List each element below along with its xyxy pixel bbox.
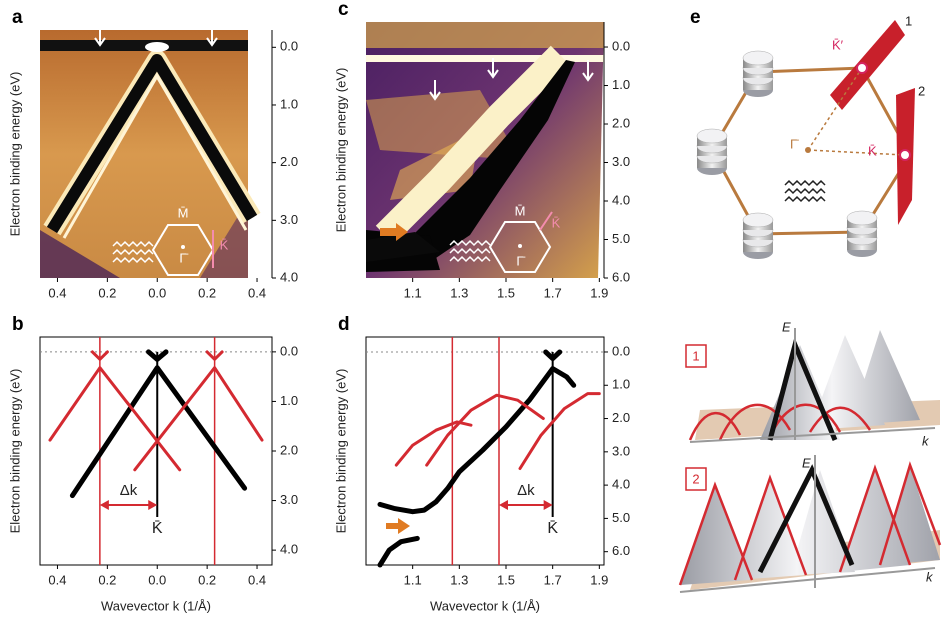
k-label: K̄ <box>868 143 877 158</box>
x-tick-label: 0.0 <box>148 572 166 587</box>
y-tick-label: 5.0 <box>612 231 630 246</box>
inset-label: M̄ <box>178 205 189 220</box>
panel-letter: a <box>12 7 23 28</box>
y-tick-label: 1.0 <box>280 393 298 408</box>
y-tick-label: 3.0 <box>280 492 298 507</box>
energy-axis-label: E <box>782 319 791 334</box>
delta-k-label: Δk <box>517 482 535 499</box>
y-tick-label: 1.0 <box>612 377 630 392</box>
x-tick-label: 1.7 <box>544 285 562 300</box>
x-tick-label: 1.3 <box>450 285 468 300</box>
x-tick-label: 1.1 <box>404 572 422 587</box>
y-tick-label: 0.0 <box>612 38 630 53</box>
x-tick-label: 0.4 <box>48 285 66 300</box>
cone-panel-label: 2 <box>692 471 699 486</box>
plane-label: 1 <box>905 13 912 28</box>
x-tick-label: 1.9 <box>590 285 608 300</box>
panel-letter: e <box>690 7 701 28</box>
plane-label: 2 <box>918 83 925 98</box>
x-tick-label: 0.2 <box>198 285 216 300</box>
x-axis-label: Wavevector k (1/Å) <box>101 598 211 613</box>
y-tick-label: 2.0 <box>612 410 630 425</box>
y-tick-label: 6.0 <box>612 543 630 558</box>
y-tick-label: 2.0 <box>280 442 298 457</box>
energy-axis-label: E <box>802 455 811 470</box>
inset-label: M̄ <box>515 203 526 218</box>
x-tick-label: 1.5 <box>497 572 515 587</box>
k-point-label: K̄ <box>152 520 163 537</box>
y-axis-label: Electron binding energy (eV) <box>7 72 22 237</box>
y-tick-label: 5.0 <box>612 510 630 525</box>
figure: e K̄′ 1 2 Γ̄ K̄ 1 E k 2 E k a Electron bi… <box>0 0 942 643</box>
x-tick-label: 1.3 <box>450 572 468 587</box>
arrow-head <box>148 500 157 510</box>
panel-letter: d <box>338 314 350 335</box>
band-line <box>380 538 417 565</box>
k-axis-label: k <box>926 569 934 584</box>
x-tick-label: 0.4 <box>248 285 266 300</box>
y-tick-label: 0.0 <box>612 343 630 358</box>
y-axis-label: Electron binding energy (eV) <box>333 369 348 534</box>
y-tick-label: 1.0 <box>612 77 630 92</box>
panel-letter: b <box>12 314 24 335</box>
y-tick-label: 4.0 <box>280 269 298 284</box>
panel-letter: c <box>338 0 349 20</box>
k-axis-label: k <box>922 433 930 448</box>
x-axis-label: Wavevector k (1/Å) <box>430 598 540 613</box>
inset-label: K̄ <box>220 237 229 252</box>
band-line <box>427 395 544 465</box>
band-line <box>72 368 244 496</box>
arrow-head <box>544 500 553 510</box>
x-tick-label: 0.2 <box>198 572 216 587</box>
y-tick-label: 2.0 <box>612 115 630 130</box>
y-tick-label: 4.0 <box>612 477 630 492</box>
y-tick-label: 0.0 <box>280 343 298 358</box>
y-tick-label: 2.0 <box>280 154 298 169</box>
gamma-label: Γ̄ <box>790 136 799 151</box>
y-tick-label: 3.0 <box>280 212 298 227</box>
delta-k-label: Δk <box>120 482 138 499</box>
band-line <box>520 394 599 469</box>
band-line <box>380 369 574 512</box>
inset-label: K̄ <box>552 215 561 230</box>
band-line <box>50 368 180 470</box>
x-tick-label: 0.0 <box>148 285 166 300</box>
y-tick-label: 1.0 <box>280 96 298 111</box>
y-tick-label: 0.0 <box>280 39 298 54</box>
x-tick-label: 1.5 <box>497 285 515 300</box>
arrow-head <box>100 500 109 510</box>
band-line <box>396 422 471 465</box>
spectrum-image-c <box>366 22 604 278</box>
y-tick-label: 6.0 <box>612 269 630 284</box>
k-prime-label: K̄′ <box>832 37 844 52</box>
x-tick-label: 0.2 <box>98 572 116 587</box>
x-tick-label: 1.9 <box>590 572 608 587</box>
x-tick-label: 1.7 <box>544 572 562 587</box>
x-tick-label: 1.1 <box>404 285 422 300</box>
y-axis-label: Electron binding energy (eV) <box>7 369 22 534</box>
x-tick-label: 0.2 <box>98 285 116 300</box>
band-line <box>135 368 262 470</box>
x-tick-label: 0.4 <box>48 572 66 587</box>
x-tick-label: 0.4 <box>248 572 266 587</box>
lattice-diagram: e K̄′ 1 2 Γ̄ K̄ 1 E k 2 E k <box>680 7 940 592</box>
k-point-label: K̄ <box>547 520 558 537</box>
y-axis-label: Electron binding energy (eV) <box>333 68 348 233</box>
orange-arrow <box>386 518 410 534</box>
y-tick-label: 3.0 <box>612 154 630 169</box>
y-tick-label: 3.0 <box>612 443 630 458</box>
arrow-head <box>499 500 508 510</box>
y-tick-label: 4.0 <box>280 542 298 557</box>
y-tick-label: 4.0 <box>612 192 630 207</box>
cone-panel-label: 1 <box>692 348 699 363</box>
